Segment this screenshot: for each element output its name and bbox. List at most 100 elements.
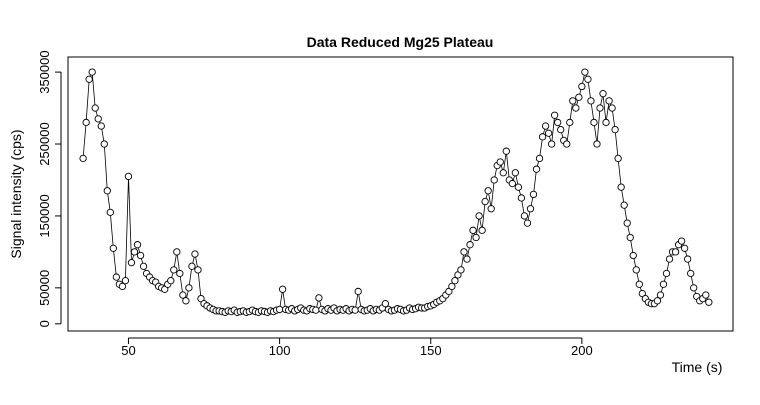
- data-point: [587, 97, 595, 105]
- data-point: [460, 248, 468, 256]
- data-point: [671, 248, 680, 256]
- data-point: [626, 233, 634, 242]
- data-point: [502, 147, 510, 155]
- data-point: [554, 118, 562, 127]
- data-point: [466, 241, 474, 249]
- data-point: [563, 140, 571, 148]
- data-point: [677, 237, 686, 245]
- data-point: [97, 122, 105, 130]
- data-point: [659, 280, 668, 288]
- data-point: [547, 140, 556, 148]
- data-point: [103, 187, 111, 195]
- data-point: [481, 197, 489, 206]
- data-point: [557, 125, 565, 134]
- data-point: [526, 205, 535, 213]
- data-point: [590, 118, 598, 127]
- y-tick-label: 150000: [37, 194, 52, 237]
- data-point: [569, 97, 577, 105]
- data-point: [514, 183, 523, 191]
- data-point: [275, 305, 284, 314]
- data-point: [139, 262, 148, 270]
- chart-title: Data Reduced Mg25 Plateau: [307, 34, 494, 50]
- data-point: [680, 244, 689, 252]
- data-point: [508, 179, 516, 188]
- data-point: [544, 129, 553, 137]
- data-point: [185, 284, 193, 292]
- data-point: [538, 133, 547, 141]
- data-point: [617, 183, 625, 191]
- data-point: [475, 212, 483, 220]
- data-point: [109, 244, 117, 252]
- data-point: [451, 277, 459, 285]
- data-point: [532, 165, 541, 173]
- y-tick-label: 350000: [37, 50, 52, 93]
- data-point: [605, 97, 613, 105]
- data-point: [511, 169, 520, 177]
- data-point: [635, 280, 643, 288]
- data-point: [121, 277, 130, 285]
- data-point: [112, 273, 121, 281]
- data-point: [130, 248, 139, 256]
- data-point: [581, 68, 589, 76]
- data-point: [170, 266, 178, 274]
- data-point: [118, 282, 127, 291]
- data-point: [596, 104, 604, 112]
- data-point: [179, 291, 187, 299]
- data-point: [684, 255, 692, 263]
- data-point: [662, 269, 671, 278]
- data-point: [91, 104, 99, 112]
- data-point: [578, 82, 586, 91]
- data-point: [608, 104, 616, 112]
- data-point: [351, 306, 359, 314]
- data-point: [136, 251, 145, 260]
- y-axis-label: Signal intensity (cps): [8, 129, 24, 258]
- data-point: [523, 219, 532, 227]
- data-point: [656, 291, 665, 299]
- data-point: [463, 255, 471, 263]
- data-point: [572, 104, 580, 112]
- data-point: [653, 297, 662, 305]
- data-point: [188, 262, 196, 270]
- data-point: [705, 298, 713, 306]
- data-point: [690, 284, 698, 292]
- data-point: [448, 282, 456, 291]
- data-point: [602, 118, 610, 127]
- data-point: [632, 266, 640, 274]
- data-point: [599, 90, 607, 98]
- data-point: [124, 172, 133, 181]
- data-point: [551, 111, 559, 119]
- data-point: [541, 122, 550, 130]
- data-point: [620, 201, 628, 209]
- data-point: [611, 125, 619, 134]
- data-point: [702, 291, 710, 299]
- data-point: [496, 158, 504, 166]
- data-point: [100, 140, 108, 148]
- data-point: [176, 269, 184, 278]
- data-point: [478, 226, 486, 234]
- data-point: [472, 233, 480, 242]
- data-point: [278, 285, 287, 293]
- data-point: [484, 187, 492, 195]
- y-tick-label: 50000: [37, 270, 52, 306]
- data-point: [182, 297, 190, 305]
- x-tick-label: 200: [571, 343, 593, 358]
- data-point: [191, 250, 199, 258]
- data-point: [517, 194, 526, 202]
- data-point: [381, 300, 390, 308]
- data-point: [194, 266, 202, 274]
- data-point: [566, 118, 574, 127]
- y-tick-label: 0: [37, 320, 52, 327]
- data-point: [79, 154, 87, 163]
- data-point: [94, 115, 102, 123]
- data-point: [535, 154, 544, 163]
- data-point: [487, 205, 495, 213]
- data-point: [614, 154, 622, 163]
- x-tick-label: 150: [420, 343, 442, 358]
- data-point: [82, 118, 90, 127]
- data-point: [623, 219, 631, 227]
- data-point: [520, 212, 529, 220]
- data-point: [127, 259, 136, 267]
- data-point: [312, 306, 320, 314]
- data-point: [490, 176, 498, 184]
